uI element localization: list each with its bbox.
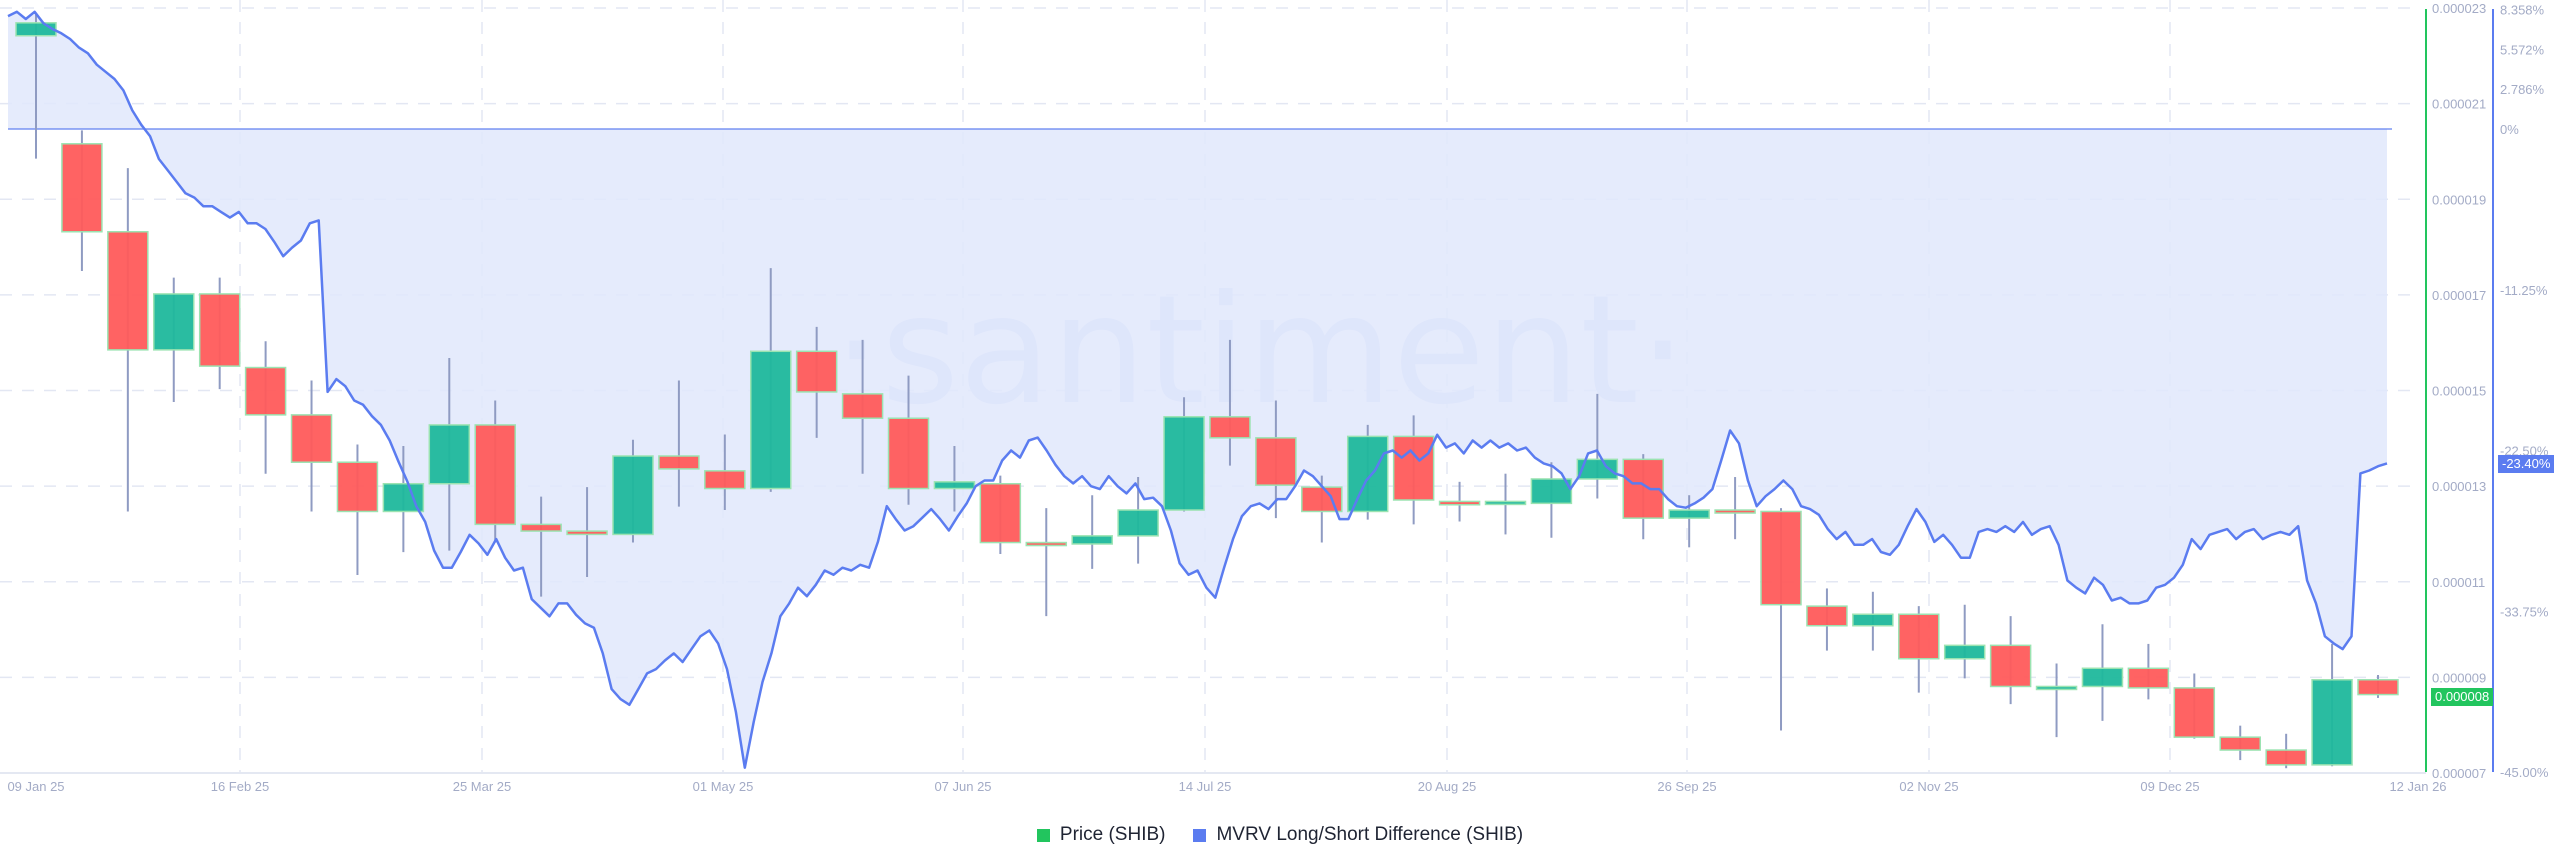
candle[interactable] [1209, 339, 1251, 466]
candle[interactable] [198, 277, 241, 390]
mvrv-tick-label: 2.786% [2500, 82, 2545, 97]
candle[interactable] [428, 357, 471, 551]
mvrv-current-value-badge: -23.40% [2498, 455, 2555, 473]
candle[interactable] [107, 168, 149, 512]
legend-label-price: Price (SHIB) [1059, 824, 1166, 845]
chart-legend: Price (SHIB) MVRV Long/Short Difference … [0, 820, 2560, 850]
date-tick-label: 25 Mar 25 [453, 779, 512, 794]
legend-item-mvrv[interactable]: MVRV Long/Short Difference (SHIB) [1193, 824, 1523, 846]
price-swatch-icon [1036, 828, 1050, 842]
date-tick-label: 14 Jul 25 [1179, 779, 1232, 794]
date-tick-label: 01 May 25 [693, 779, 754, 794]
price-current-value-badge: 0.000008 [2431, 688, 2494, 706]
mvrv-line-series [7, 10, 2388, 769]
candle[interactable] [1668, 495, 1710, 548]
price-tick-label: 0.000019 [2432, 192, 2486, 207]
candle[interactable] [658, 380, 700, 507]
candle[interactable] [1484, 473, 1527, 535]
candle[interactable] [1760, 508, 1802, 731]
price-tick-label: 0.000011 [2432, 575, 2485, 590]
mvrv-tick-label: -33.75% [2500, 604, 2549, 619]
candle[interactable] [474, 400, 516, 543]
candle[interactable] [1898, 606, 1940, 693]
mvrv-tick-label: 5.572% [2500, 42, 2545, 57]
candle[interactable] [1346, 424, 1389, 520]
mvrv-tick-label: -22.50% [2500, 444, 2549, 459]
date-tick-label: 09 Dec 25 [2140, 779, 2199, 794]
candle[interactable] [887, 375, 930, 505]
price-tick-label: 0.000015 [2432, 384, 2486, 399]
candle[interactable] [520, 496, 562, 597]
mvrv-axis-ticks: 8.358% 5.572% 2.786% 0% -11.25% -22.50% -33.75… [2500, 3, 2549, 780]
candle[interactable] [566, 487, 608, 577]
candle[interactable] [1438, 481, 1481, 522]
date-tick-label: 26 Sep 25 [1657, 779, 1716, 794]
candle[interactable] [841, 339, 884, 474]
price-tick-label: 0.000013 [2432, 479, 2486, 494]
price-tick-label: 0.000009 [2432, 670, 2486, 685]
date-tick-label: 07 Jun 25 [934, 779, 991, 794]
x-axis-ticks: 09 Jan 25 16 Feb 25 25 Mar 25 01 May 25 07 J… [7, 779, 2446, 794]
legend-item-price[interactable]: Price (SHIB) [1036, 824, 1166, 846]
candle[interactable] [795, 326, 838, 438]
price-tick-label: 0.000007 [2432, 766, 2486, 781]
candle[interactable] [2035, 663, 2078, 738]
candle[interactable] [290, 380, 333, 512]
date-tick-label: 09 Jan 25 [7, 779, 64, 794]
candle[interactable] [1943, 604, 1986, 679]
candle[interactable] [1163, 397, 1205, 512]
candle[interactable] [244, 341, 287, 474]
candle[interactable] [1576, 393, 1619, 499]
candle[interactable] [1806, 588, 1848, 651]
mvrv-swatch-icon [1193, 828, 1207, 842]
candle[interactable] [1622, 454, 1665, 540]
candle[interactable] [1714, 477, 1756, 540]
candle[interactable] [1852, 591, 1894, 651]
mvrv-tick-label: -45.00% [2500, 765, 2549, 780]
date-tick-label: 20 Aug 25 [1418, 779, 1477, 794]
candle[interactable] [612, 439, 654, 543]
candle[interactable] [749, 268, 792, 492]
mvrv-tick-label: 8.358% [2500, 3, 2545, 18]
candle[interactable] [336, 444, 379, 576]
candle[interactable] [61, 130, 103, 271]
candle[interactable] [153, 277, 195, 402]
mvrv-area-series [8, 11, 2392, 768]
date-tick-label: 16 Feb 25 [211, 779, 270, 794]
mvrv-tick-label: 0% [2500, 122, 2519, 137]
candle[interactable] [2311, 643, 2353, 767]
candle[interactable] [1530, 462, 1573, 538]
candle[interactable] [2219, 725, 2261, 761]
candle[interactable] [2357, 674, 2399, 698]
mvrv-tick-label: -11.25% [2500, 283, 2548, 298]
candle[interactable] [1071, 495, 1113, 569]
candle[interactable] [704, 434, 746, 511]
date-tick-label: 02 Nov 25 [1899, 779, 1958, 794]
candle[interactable] [933, 445, 976, 512]
price-tick-label: 0.000023 [2432, 1, 2486, 16]
legend-label-mvrv: MVRV Long/Short Difference (SHIB) [1216, 824, 1524, 845]
axes [0, 9, 2494, 774]
price-axis-ticks: 0.000023 0.000021 0.000019 0.000017 0.000015… [2432, 1, 2486, 781]
price-tick-label: 0.000021 [2432, 97, 2486, 112]
candle[interactable] [2265, 733, 2307, 769]
candle[interactable] [2173, 673, 2216, 739]
candle[interactable] [2127, 643, 2170, 700]
candle[interactable] [1025, 508, 1068, 617]
price-tick-label: 0.000017 [2432, 288, 2486, 303]
candle[interactable] [1255, 400, 1297, 519]
candle[interactable] [1392, 415, 1435, 525]
candle[interactable] [979, 475, 1022, 555]
candle[interactable] [1989, 616, 2032, 705]
candle[interactable] [1117, 477, 1159, 564]
date-tick-label: 12 Jan 26 [2389, 779, 2446, 794]
candle[interactable] [2081, 624, 2124, 721]
